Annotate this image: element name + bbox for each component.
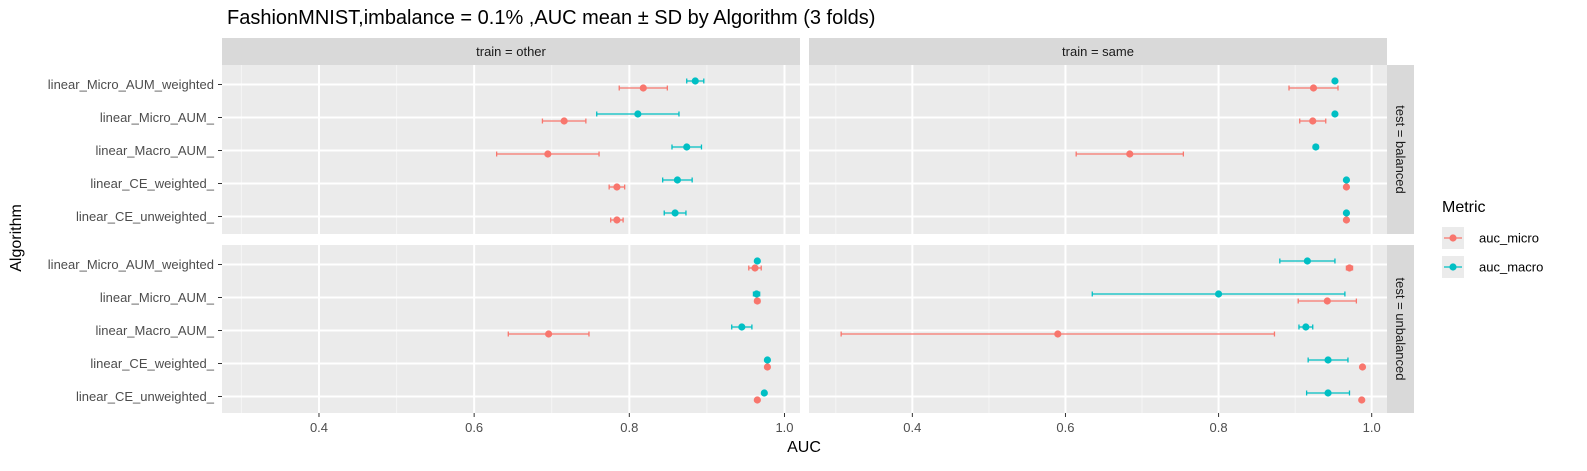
row-strip-balanced [1387, 65, 1414, 234]
point-auc_micro [1309, 117, 1317, 125]
legend: Metric auc_micro auc_macro [1442, 199, 1543, 278]
panel-other-balanced [222, 65, 800, 234]
y-tick-label: linear_CE_weighted_ [90, 356, 214, 371]
y-tick-label: linear_Macro_AUM_ [96, 323, 215, 338]
point-auc_macro [763, 356, 772, 364]
point-auc_micro [1358, 363, 1367, 371]
point-auc_micro [639, 84, 647, 92]
point-auc_macro [1331, 77, 1339, 85]
point-auc_micro [1342, 216, 1351, 224]
point-auc_macro [1303, 257, 1311, 265]
point-auc_micro [560, 117, 568, 125]
point-auc_micro [1309, 84, 1318, 92]
point-auc_micro [545, 330, 553, 338]
y-tick-label: linear_CE_weighted_ [90, 176, 214, 191]
point-auc_micro [613, 216, 621, 224]
point-auc_macro [753, 257, 761, 265]
point-auc_micro [1126, 150, 1134, 158]
point-auc_micro [1323, 297, 1331, 305]
point-auc_macro [1324, 356, 1332, 364]
row-strip-label-balanced: test = balanced [1393, 105, 1408, 194]
y-tick-label: linear_Micro_AUM_ [100, 110, 215, 125]
point-auc_macro [1342, 209, 1351, 217]
x-axis-title: AUC [787, 439, 821, 456]
x-tick-label: 1.0 [775, 420, 793, 435]
point-auc_micro [1345, 264, 1354, 272]
row-strip-unbalanced [1387, 245, 1414, 413]
col-strip-label-same: train = same [1062, 44, 1134, 59]
x-tick-label: 0.8 [1210, 420, 1228, 435]
point-auc_micro [613, 183, 621, 191]
legend-label: auc_macro [1479, 260, 1543, 275]
point-auc_macro [760, 389, 768, 397]
x-tick-label: 1.0 [1363, 420, 1381, 435]
legend-title: Metric [1442, 199, 1486, 216]
point-auc_macro [1324, 389, 1332, 397]
panel-background [809, 245, 1387, 413]
legend-entry-auc_macro: auc_macro [1442, 256, 1543, 278]
y-tick-label: linear_Micro_AUM_ [100, 290, 215, 305]
point-auc_micro [753, 297, 761, 305]
row-strip-label-unbalanced: test = unbalanced [1393, 278, 1408, 381]
point-auc_micro [751, 264, 759, 272]
col-strip-label-other: train = other [476, 44, 546, 59]
point-auc_micro [1358, 396, 1366, 404]
point-auc_macro [752, 290, 761, 298]
point-auc_macro [683, 143, 691, 151]
point-auc_micro [1054, 330, 1062, 338]
x-tick-label: 0.6 [1056, 420, 1074, 435]
panel-same-balanced [809, 65, 1387, 234]
point-auc_macro [634, 110, 642, 118]
x-tick-label: 0.8 [620, 420, 638, 435]
panel-background [222, 245, 800, 413]
y-tick-label: linear_CE_unweighted_ [76, 389, 215, 404]
panels-group: train = other train = same test = balanced… [48, 38, 1414, 435]
legend-label: auc_micro [1479, 231, 1539, 246]
point-auc_macro [738, 323, 746, 331]
x-tick-label: 0.4 [903, 420, 921, 435]
x-tick-label: 0.6 [465, 420, 483, 435]
legend-key-point [1449, 234, 1457, 242]
point-auc_macro [1312, 143, 1320, 151]
point-auc_macro [1302, 323, 1310, 331]
x-tick-label: 0.4 [310, 420, 328, 435]
point-auc_micro [753, 396, 761, 404]
point-auc_macro [1214, 290, 1223, 298]
legend-entry-auc_micro: auc_micro [1442, 227, 1539, 249]
col-strip-other [222, 38, 800, 65]
y-tick-label: linear_CE_unweighted_ [76, 209, 215, 224]
chart-title: FashionMNIST,imbalance = 0.1% ,AUC mean … [227, 7, 875, 29]
point-auc_micro [763, 363, 772, 371]
point-auc_micro [544, 150, 552, 158]
y-tick-label: linear_Micro_AUM_weighted [48, 257, 214, 272]
panel-other-unbalanced [222, 245, 800, 413]
y-tick-label: linear_Micro_AUM_weighted [48, 77, 214, 92]
col-strip-same [809, 38, 1387, 65]
point-auc_macro [1342, 176, 1351, 184]
point-auc_macro [691, 77, 699, 85]
panel-same-unbalanced [809, 245, 1387, 413]
legend-key-point [1449, 263, 1457, 271]
point-auc_macro [671, 209, 679, 217]
y-axis-title: Algorithm [8, 204, 25, 272]
point-auc_micro [1342, 183, 1351, 191]
point-auc_macro [673, 176, 682, 184]
y-tick-label: linear_Macro_AUM_ [96, 143, 215, 158]
point-auc_macro [1331, 110, 1339, 118]
